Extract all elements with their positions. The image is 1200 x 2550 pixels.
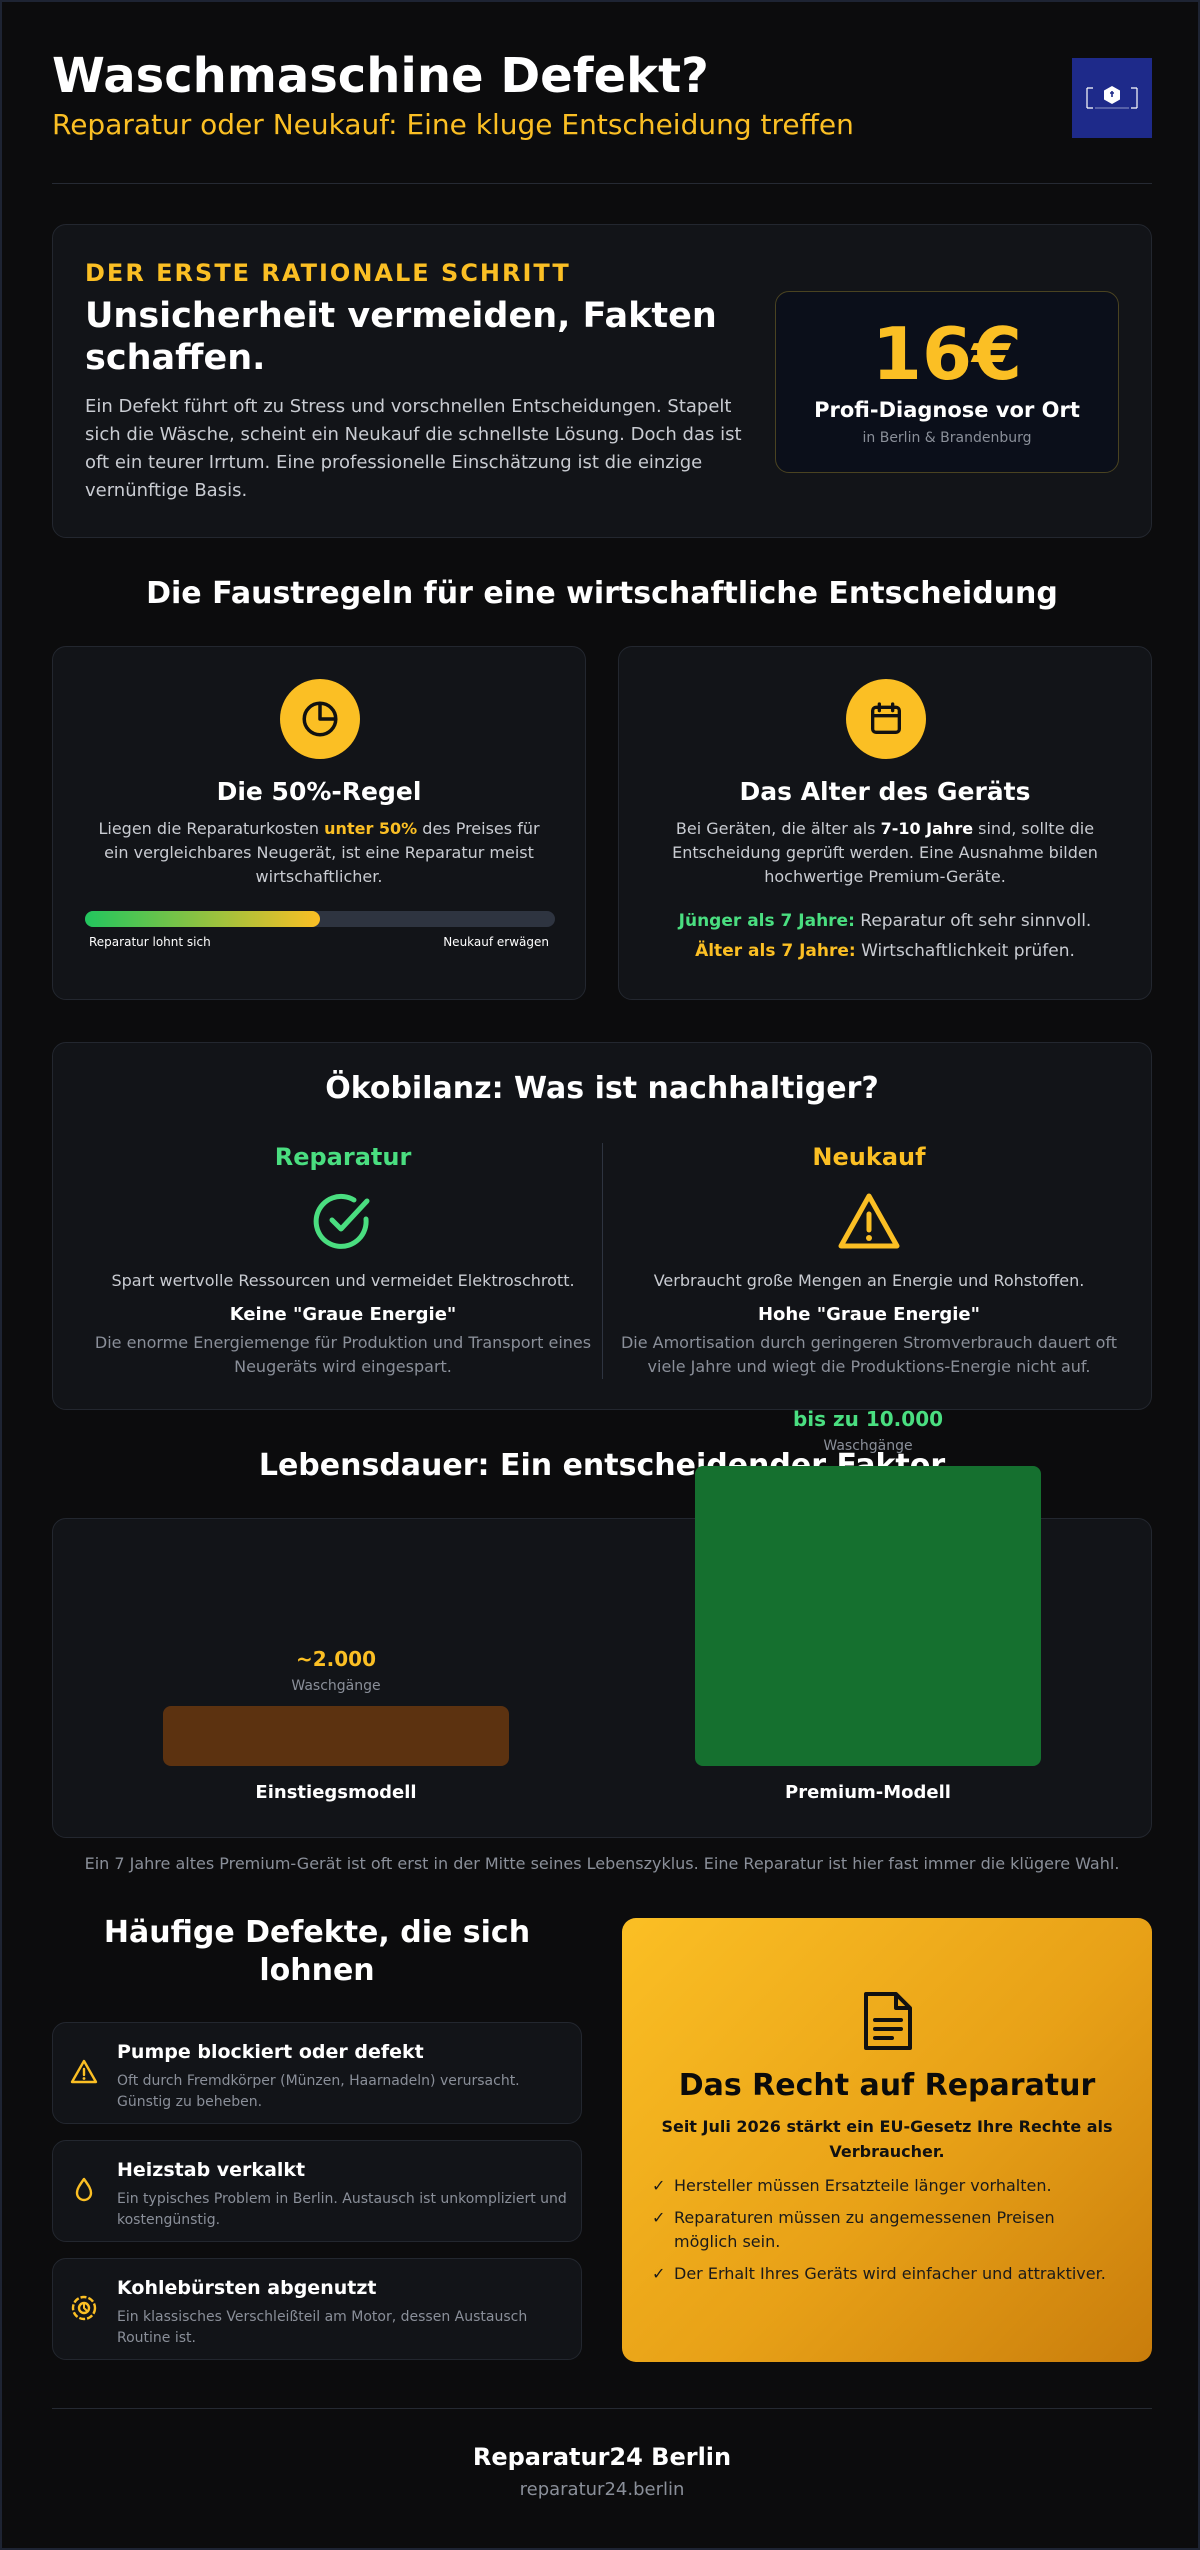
intro-text: Ein Defekt führt oft zu Stress und vorsc… [85, 396, 742, 501]
footer: Reparatur24 Berlin reparatur24.berlin [52, 2408, 1152, 2500]
rule-text: Liegen die Reparaturkosten unter 50% des… [93, 817, 545, 889]
calendar-icon [871, 702, 901, 734]
eco-divider [602, 1143, 603, 1379]
defects-title: Häufige Defekte, die sich lohnen [103, 1915, 531, 1988]
rule-card-50-percent: Die 50%-Regel Liegen die Reparaturkosten… [52, 646, 586, 1000]
age-line-old: Älter als 7 Jahre: Wirtschaftlichkeit pr… [619, 941, 1151, 961]
page-title: Waschmaschine Defekt? [52, 48, 709, 104]
lifespan-bar-chart: ~2.000 Waschgänge Einstiegsmodell bis zu 10… [163, 1407, 1041, 1803]
rule-text-part: Bei Geräten, die älter als [675, 819, 881, 838]
footer-url: reparatur24.berlin [519, 2479, 685, 2500]
rules-section-title: Die Faustregeln für eine wirtschaftliche… [146, 576, 1058, 611]
pie-chart-icon [302, 701, 338, 737]
fifty-percent-bar [85, 911, 555, 927]
age-key-old: Älter als 7 Jahre: [695, 941, 856, 961]
rule-title: Das Alter des Geräts [739, 777, 1031, 806]
lifespan-bar-1 [163, 1706, 509, 1766]
age-value-old: Wirtschaftlichkeit prüfen. [861, 941, 1075, 961]
intro-card: DER ERSTE RATIONALE SCHRITT Unsicherheit… [52, 224, 1152, 538]
defect-desc: Ein typisches Problem in Berlin. Austaus… [117, 2191, 567, 2228]
defect-desc: Ein klassisches Verschleißteil am Motor,… [117, 2309, 528, 2346]
rule-title: Die 50%-Regel [216, 777, 422, 806]
rule-text-part: des Preises für ein vergleichbares Neuge… [104, 819, 540, 886]
fifty-percent-bar-fill [85, 911, 320, 927]
right-to-repair-point: Reparaturen müssen zu angemessenen Preis… [652, 2206, 1122, 2254]
logo-emblem-icon [1086, 86, 1138, 109]
right-to-repair-subtitle: Seit Juli 2026 stärkt ein EU-Gesetz Ihre… [661, 2117, 1113, 2161]
right-to-repair-title: Das Recht auf Reparatur [678, 2068, 1096, 2103]
lifespan-note: Ein 7 Jahre altes Premium-Gerät ist oft … [84, 1854, 1120, 1873]
age-key-young: Jünger als 7 Jahre: [678, 911, 855, 931]
defect-desc: Oft durch Fremdkörper (Münzen, Haarnadel… [117, 2073, 520, 2110]
right-to-repair-point: Hersteller müssen Ersatzteile länger vor… [652, 2174, 1122, 2198]
header: Waschmaschine Defekt? Reparatur oder Neu… [52, 42, 1152, 184]
rule-text-highlight: 7-10 Jahre [880, 819, 974, 838]
eco-subheading-repair: Keine "Graue Energie" [229, 1304, 457, 1325]
defect-name: Pumpe blockiert oder defekt [117, 2041, 424, 2063]
rule-card-device-age: Das Alter des Geräts Bei Geräten, die äl… [618, 646, 1152, 1000]
water-drop-icon [75, 2177, 93, 2202]
rule-text-highlight: unter 50% [324, 819, 418, 838]
eco-desc-new: Verbraucht große Mengen an Energie und R… [653, 1271, 1085, 1290]
lifespan-category-label: Einstiegsmodell [255, 1782, 416, 1803]
eco-card: Ökobilanz: Was ist nachhaltiger? Reparat… [52, 1042, 1152, 1410]
price-value: 16€ [871, 312, 1023, 396]
eco-heading-repair: Reparatur [274, 1143, 412, 1171]
wrench-cog-icon [71, 2295, 97, 2321]
eco-detail-repair: Die enorme Energiemenge für Produktion u… [94, 1333, 592, 1376]
lifespan-category-label: Premium-Modell [785, 1782, 951, 1803]
defect-name: Heizstab verkalkt [117, 2159, 306, 2181]
lifespan-value-label: bis zu 10.000 [793, 1407, 943, 1431]
right-to-repair-point: Der Erhalt Ihres Geräts wird einfacher u… [652, 2262, 1122, 2286]
lifespan-unit-label: Waschgänge [291, 1678, 380, 1694]
rule-text-part: Liegen die Reparaturkosten [98, 819, 325, 838]
defect-item: Pumpe blockiert oder defekt Oft durch Fr… [52, 2022, 582, 2124]
eco-subheading-new: Hohe "Graue Energie" [757, 1304, 981, 1325]
age-value-young: Reparatur oft sehr sinnvoll. [860, 911, 1092, 931]
rule-text-part: sind, sollte die Entscheidung geprüft we… [672, 819, 1098, 886]
rule-icon-circle [280, 679, 360, 759]
intro-headline: Unsicherheit vermeiden, Fakten schaffen. [85, 296, 717, 378]
eco-column-new: Neukauf Verbraucht große Mengen an Energ… [619, 1143, 1119, 1379]
logo [1072, 58, 1152, 138]
warning-icon [70, 2059, 98, 2084]
price-label: Profi-Diagnose vor Ort [814, 398, 1080, 422]
eco-heading-new: Neukauf [812, 1143, 926, 1171]
footer-brand: Reparatur24 Berlin [472, 2443, 732, 2471]
price-region: in Berlin & Brandenburg [862, 430, 1032, 446]
bar-right-label: Neukauf erwägen [443, 935, 549, 949]
lifespan-value-label: ~2.000 [296, 1647, 376, 1671]
defect-name: Kohlebürsten abgenutzt [117, 2277, 377, 2299]
lifespan-unit-label: Waschgänge [823, 1438, 912, 1454]
warning-triangle-icon [836, 1189, 902, 1255]
eco-column-repair: Reparatur Spart wertvolle Ressourcen und… [93, 1143, 593, 1379]
eco-detail-new: Die Amortisation durch geringeren Stromv… [620, 1333, 1118, 1376]
bar-left-label: Reparatur lohnt sich [89, 935, 211, 949]
page-subtitle: Reparatur oder Neukauf: Eine kluge Entsc… [52, 108, 854, 141]
intro-kicker: DER ERSTE RATIONALE SCHRITT [85, 259, 571, 287]
rule-icon-circle [846, 679, 926, 759]
rule-text: Bei Geräten, die älter als 7-10 Jahre si… [659, 817, 1111, 889]
age-line-young: Jünger als 7 Jahre: Reparatur oft sehr s… [619, 911, 1151, 931]
right-to-repair-list: Hersteller müssen Ersatzteile länger vor… [652, 2174, 1122, 2294]
lifespan-bar-2 [695, 1466, 1041, 1766]
defect-item: Heizstab verkalkt Ein typisches Problem … [52, 2140, 582, 2242]
document-icon [864, 1992, 912, 2050]
check-circle-icon [310, 1189, 376, 1255]
eco-title: Ökobilanz: Was ist nachhaltiger? [325, 1071, 879, 1106]
defect-item: Kohlebürsten abgenutzt Ein klassisches V… [52, 2258, 582, 2360]
price-box: 16€ Profi-Diagnose vor Ort in Berlin & B… [775, 291, 1119, 473]
right-to-repair-card: Das Recht auf Reparatur Seit Juli 2026 s… [622, 1918, 1152, 2362]
eco-desc-repair: Spart wertvolle Ressourcen und vermeidet… [111, 1271, 575, 1290]
